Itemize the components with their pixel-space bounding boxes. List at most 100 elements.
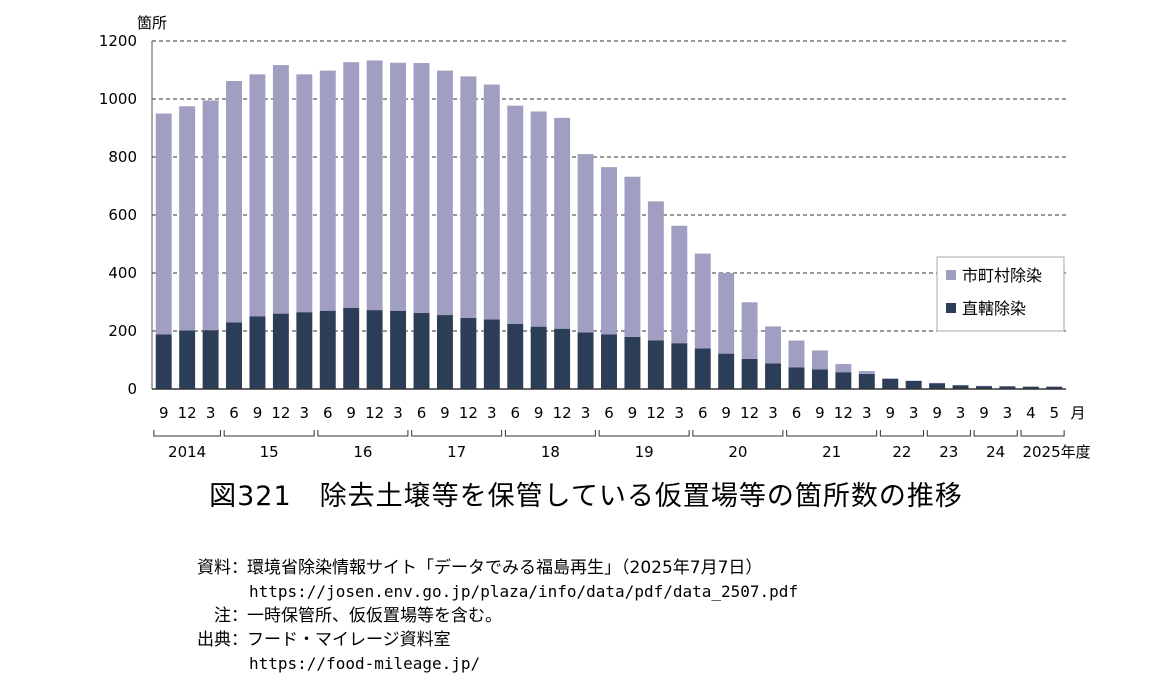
year-bracket xyxy=(223,430,315,437)
bar-chokkatsu xyxy=(530,326,547,389)
year-bracket xyxy=(973,430,1018,437)
bar-shichoson xyxy=(366,60,383,311)
bar-chokkatsu xyxy=(858,373,875,389)
bar-chokkatsu xyxy=(413,313,430,389)
bar-shichoson xyxy=(858,371,875,374)
bar-chokkatsu xyxy=(366,310,383,389)
bar-shichoson xyxy=(647,201,664,341)
year-label: 22 xyxy=(892,443,911,461)
x-tick-month: 4 xyxy=(1026,404,1036,422)
bar-chokkatsu xyxy=(1046,386,1063,389)
legend-label-shichoson: 市町村除染 xyxy=(962,266,1042,285)
bar-shichoson xyxy=(155,113,172,335)
year-label: 2025年度 xyxy=(1022,443,1090,461)
x-tick-month: 12 xyxy=(834,404,853,422)
year-label: 19 xyxy=(635,443,654,461)
x-tick-month: 6 xyxy=(604,404,614,422)
bar-chokkatsu xyxy=(624,336,641,389)
x-tick-month: 3 xyxy=(675,404,685,422)
x-tick-month: 9 xyxy=(440,404,450,422)
bar-chokkatsu xyxy=(319,310,336,389)
origin-row: 出典：フード・マイレージ資料室 xyxy=(168,628,798,652)
y-tick-label: 400 xyxy=(108,264,137,282)
x-tick-month: 9 xyxy=(932,404,942,422)
year-bracket xyxy=(926,430,971,437)
year-bracket xyxy=(598,430,690,437)
x-tick-month: 6 xyxy=(229,404,239,422)
year-label: 24 xyxy=(986,443,1005,461)
bar-chokkatsu xyxy=(507,323,524,389)
year-label: 23 xyxy=(939,443,958,461)
source-row: 資料：環境省除染情報サイト「データでみる福島再生」（2025年7月7日） xyxy=(168,556,798,580)
bar-shichoson xyxy=(718,273,735,354)
x-tick-month: 9 xyxy=(346,404,356,422)
y-axis-unit: 箇所 xyxy=(137,14,167,32)
year-label: 21 xyxy=(822,443,841,461)
bar-shichoson xyxy=(296,74,313,313)
x-tick-month: 3 xyxy=(1003,404,1013,422)
x-tick-month: 9 xyxy=(979,404,989,422)
note-row: 注：一時保管所、仮仮置場等を含む。 xyxy=(168,604,798,628)
x-tick-month: 3 xyxy=(206,404,216,422)
x-tick-month: 9 xyxy=(721,404,731,422)
year-label: 15 xyxy=(260,443,279,461)
origin-label: 出典 xyxy=(197,630,231,650)
bar-shichoson xyxy=(507,105,524,324)
bar-chokkatsu xyxy=(460,317,477,389)
bar-chokkatsu xyxy=(952,385,969,389)
bar-shichoson xyxy=(436,70,453,316)
bar-shichoson xyxy=(226,81,242,323)
bar-shichoson xyxy=(577,154,594,333)
legend-swatch-shichoson xyxy=(946,270,956,280)
y-tick-label: 1200 xyxy=(99,32,137,50)
bar-chokkatsu xyxy=(811,369,828,389)
bar-shichoson xyxy=(765,326,782,364)
bar-shichoson xyxy=(483,84,500,320)
x-tick-month: 12 xyxy=(365,404,384,422)
x-tick-month: 6 xyxy=(323,404,333,422)
bar-chokkatsu xyxy=(835,372,852,389)
bar-chokkatsu xyxy=(976,386,992,389)
year-bracket xyxy=(692,430,784,437)
bar-chokkatsu xyxy=(390,310,407,389)
bar-chokkatsu xyxy=(483,319,500,389)
bar-shichoson xyxy=(671,225,688,344)
bar-shichoson xyxy=(319,70,336,311)
x-tick-month: 12 xyxy=(178,404,197,422)
bar-shichoson xyxy=(811,350,828,370)
bar-shichoson xyxy=(202,100,219,331)
x-tick-month: 12 xyxy=(740,404,759,422)
origin-text: フード・マイレージ資料室 xyxy=(247,630,451,650)
bar-chokkatsu xyxy=(577,332,594,389)
x-tick-month: 12 xyxy=(553,404,572,422)
x-tick-month: 3 xyxy=(768,404,778,422)
x-tick-month: 9 xyxy=(534,404,544,422)
year-bracket xyxy=(1020,430,1065,437)
x-tick-month: 6 xyxy=(417,404,427,422)
bar-chokkatsu xyxy=(882,378,899,389)
x-tick-month: 3 xyxy=(862,404,872,422)
source-separator: ： xyxy=(231,558,248,578)
year-bracket xyxy=(879,430,925,437)
bar-shichoson xyxy=(249,74,266,317)
legend-swatch-chokkatsu xyxy=(946,303,956,313)
bar-shichoson xyxy=(741,302,758,359)
year-label: 16 xyxy=(353,443,372,461)
y-tick-label: 0 xyxy=(127,380,137,398)
note-label: 注 xyxy=(214,606,231,626)
x-tick-month: 6 xyxy=(792,404,802,422)
x-tick-month: 12 xyxy=(646,404,665,422)
year-label: 17 xyxy=(447,443,466,461)
bar-chokkatsu xyxy=(718,353,735,389)
year-bracket xyxy=(317,430,409,437)
x-tick-month: 3 xyxy=(581,404,591,422)
legend-box xyxy=(936,256,1065,332)
source-text: 環境省除染情報サイト「データでみる福島再生」（2025年7月7日） xyxy=(247,558,763,578)
bar-shichoson xyxy=(272,65,289,314)
bar-shichoson xyxy=(601,167,617,335)
notes: 資料：環境省除染情報サイト「データでみる福島再生」（2025年7月7日） htt… xyxy=(168,556,798,676)
bar-shichoson xyxy=(343,62,360,308)
x-tick-month: 12 xyxy=(271,404,290,422)
note-separator: ： xyxy=(231,606,248,626)
